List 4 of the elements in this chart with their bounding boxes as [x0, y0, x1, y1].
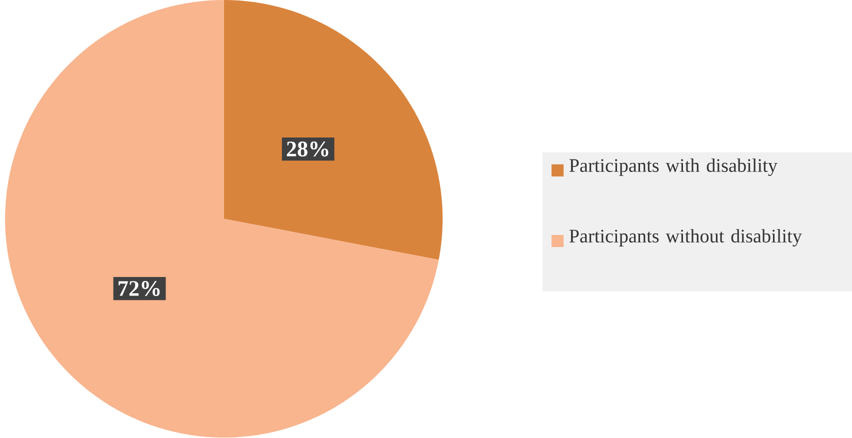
data-label: 28%: [286, 142, 328, 157]
legend-label: Participants with disability: [569, 158, 778, 176]
legend-label: Participants without disability: [569, 229, 802, 247]
data-label: 72%: [118, 281, 160, 296]
